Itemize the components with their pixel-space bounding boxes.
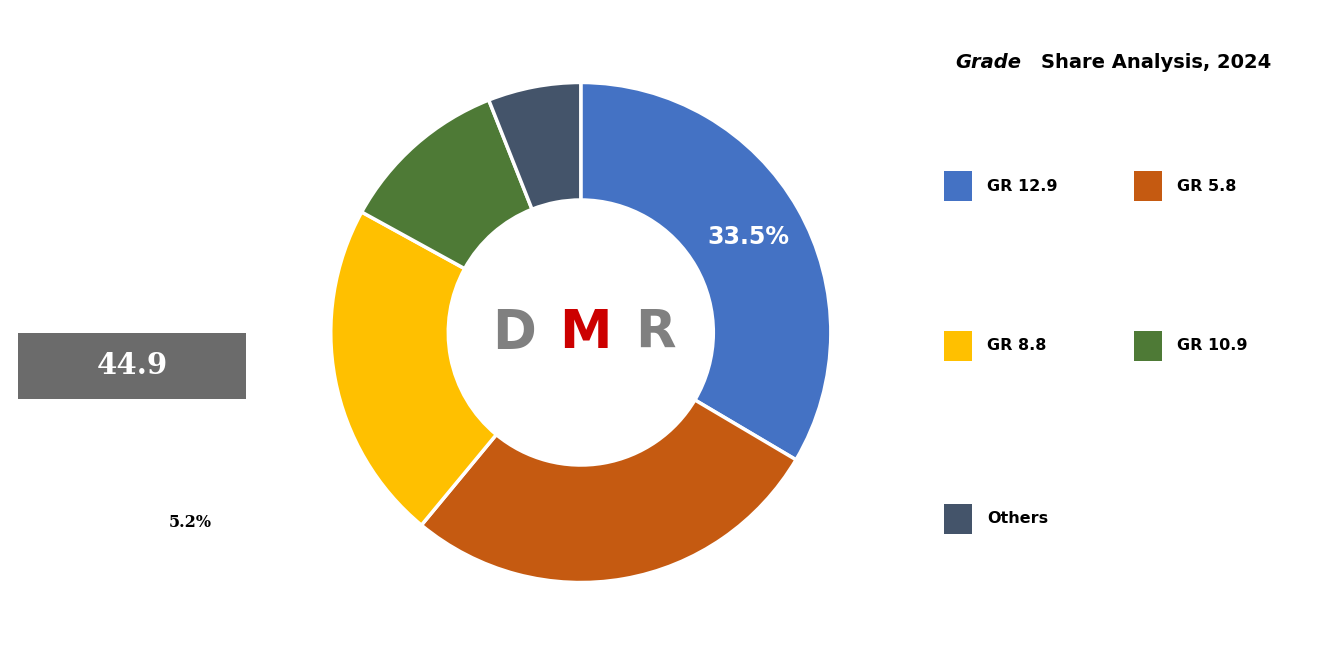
Text: GR 12.9: GR 12.9 bbox=[987, 179, 1057, 194]
FancyBboxPatch shape bbox=[944, 331, 972, 360]
FancyBboxPatch shape bbox=[1134, 331, 1162, 360]
Text: CAGR
2024-2033: CAGR 2024-2033 bbox=[42, 503, 116, 541]
Text: Share Analysis, 2024: Share Analysis, 2024 bbox=[1040, 53, 1271, 72]
Text: GR 8.8: GR 8.8 bbox=[987, 338, 1047, 353]
Wedge shape bbox=[362, 100, 532, 269]
Text: 5.2%: 5.2% bbox=[169, 513, 211, 531]
Text: M: M bbox=[560, 307, 612, 358]
Wedge shape bbox=[581, 82, 830, 460]
Text: Dimension
Market
Research: Dimension Market Research bbox=[65, 92, 199, 174]
Text: D: D bbox=[492, 307, 536, 358]
FancyBboxPatch shape bbox=[132, 481, 248, 564]
Text: 33.5%: 33.5% bbox=[708, 225, 789, 249]
FancyBboxPatch shape bbox=[18, 332, 246, 399]
Text: Global Bolt (Fastener)
Market Size
(USD Billion), 2024: Global Bolt (Fastener) Market Size (USD … bbox=[37, 263, 227, 316]
Text: 44.9: 44.9 bbox=[96, 351, 168, 380]
Text: Others: Others bbox=[987, 511, 1048, 526]
FancyBboxPatch shape bbox=[944, 504, 972, 533]
Text: GR 5.8: GR 5.8 bbox=[1177, 179, 1237, 194]
Wedge shape bbox=[331, 212, 496, 525]
Text: R: R bbox=[635, 307, 676, 358]
FancyBboxPatch shape bbox=[1134, 171, 1162, 201]
FancyBboxPatch shape bbox=[944, 171, 972, 201]
Wedge shape bbox=[488, 82, 581, 209]
Text: Grade: Grade bbox=[956, 53, 1022, 72]
Text: GR 10.9: GR 10.9 bbox=[1177, 338, 1247, 353]
Wedge shape bbox=[421, 400, 796, 583]
